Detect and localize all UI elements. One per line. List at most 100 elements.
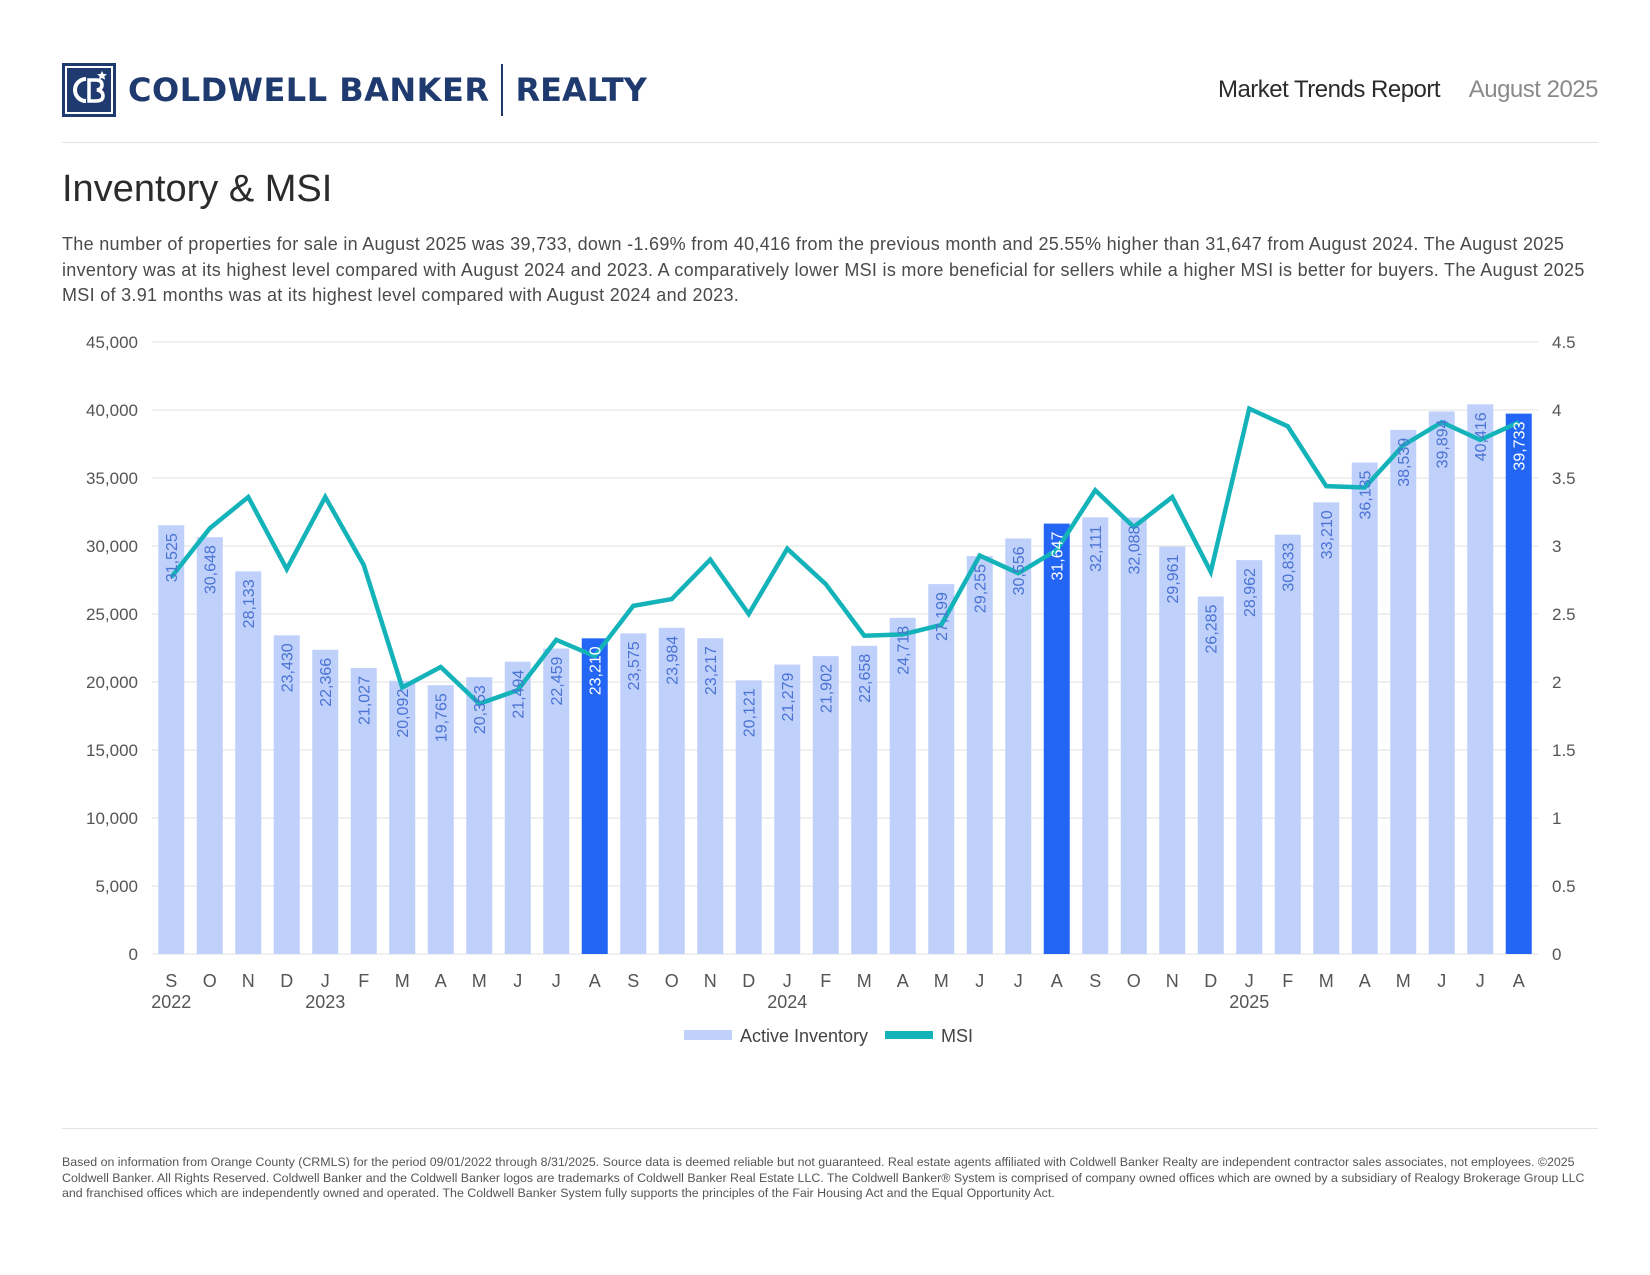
y-left-tick-label: 35,000 (86, 469, 138, 488)
inventory-bar (1274, 534, 1301, 954)
bar-value-label: 39,894 (1435, 419, 1452, 468)
bar-value-label: 30,648 (203, 545, 220, 594)
x-tick-label: S (165, 971, 177, 991)
x-tick-label: J (1245, 971, 1254, 991)
bar-value-label: 20,092 (395, 689, 412, 738)
bar-value-label: 32,111 (1088, 525, 1105, 572)
y-left-tick-label: 0 (129, 945, 138, 964)
report-info: Market Trends Report August 2025 (1218, 76, 1599, 104)
bar-value-label: 21,902 (819, 664, 836, 713)
inventory-bar (658, 627, 685, 954)
brand-name: COLDWELL BANKER (128, 71, 490, 109)
inventory-bar (543, 648, 570, 954)
brand-subname: REALTY (515, 71, 647, 109)
bar-value-label: 28,133 (241, 579, 258, 628)
inventory-bar (889, 617, 916, 954)
bar-value-label: 29,961 (1165, 554, 1182, 603)
x-tick-label: A (1513, 971, 1525, 991)
legend-label-inventory: Active Inventory (740, 1026, 868, 1046)
y-left-tick-label: 45,000 (86, 333, 138, 352)
bar-value-label: 22,366 (318, 658, 335, 707)
x-tick-label: J (321, 971, 330, 991)
inventory-bar (1313, 502, 1340, 954)
x-tick-label: O (665, 971, 679, 991)
x-tick-label: A (1051, 971, 1063, 991)
inventory-bar (1197, 596, 1224, 954)
inventory-bar (1505, 413, 1532, 954)
x-tick-label: D (280, 971, 293, 991)
y-right-tick-label: 0 (1552, 945, 1561, 964)
bar-value-label: 23,210 (588, 646, 605, 695)
y-left-tick-label: 30,000 (86, 537, 138, 556)
bar-value-label: 23,575 (626, 641, 643, 690)
inventory-bar (1159, 546, 1186, 954)
x-tick-label: A (1359, 971, 1371, 991)
x-year-label: 2023 (305, 992, 345, 1012)
bar-value-label: 32,088 (1127, 526, 1144, 575)
inventory-bar (1390, 429, 1417, 954)
bar-value-label: 19,765 (434, 693, 451, 742)
inventory-bar (389, 680, 416, 954)
y-left-tick-label: 10,000 (86, 809, 138, 828)
bar-value-label: 39,733 (1512, 422, 1529, 471)
x-tick-label: M (1319, 971, 1334, 991)
bar-value-label: 24,718 (896, 626, 913, 675)
x-tick-label: J (783, 971, 792, 991)
x-tick-label: O (203, 971, 217, 991)
brand-divider (501, 64, 504, 116)
bar-value-label: 22,459 (549, 656, 566, 705)
inventory-bar (697, 638, 724, 954)
inventory-bar (1043, 523, 1070, 954)
x-tick-label: F (358, 971, 369, 991)
header-divider (62, 142, 1598, 143)
inventory-bar (1120, 517, 1147, 954)
inventory-bar (774, 664, 801, 954)
x-tick-label: N (704, 971, 717, 991)
bar-value-label: 21,494 (511, 670, 528, 719)
x-tick-label: J (513, 971, 522, 991)
bar-value-label: 29,255 (973, 564, 990, 613)
bar-value-label: 20,353 (472, 685, 489, 734)
x-year-label: 2025 (1229, 992, 1269, 1012)
bar-value-label: 30,556 (1011, 546, 1028, 595)
inventory-bar (350, 668, 377, 954)
cb-monogram-icon (62, 63, 116, 117)
inventory-bar (235, 571, 262, 954)
inventory-bar (812, 656, 839, 954)
bar-value-label: 38,539 (1396, 438, 1413, 487)
inventory-bar (196, 537, 223, 954)
x-tick-label: A (897, 971, 909, 991)
x-tick-label: M (472, 971, 487, 991)
y-right-tick-label: 2.5 (1552, 605, 1576, 624)
inventory-bar (966, 556, 993, 954)
y-left-tick-label: 5,000 (95, 877, 138, 896)
bar-value-label: 23,217 (703, 646, 720, 695)
y-left-tick-label: 40,000 (86, 401, 138, 420)
y-right-tick-label: 1 (1552, 809, 1561, 828)
x-tick-label: J (1437, 971, 1446, 991)
inventory-bar (427, 685, 454, 954)
bar-value-label: 36,135 (1358, 470, 1375, 519)
bar-value-label: 26,285 (1204, 604, 1221, 653)
x-tick-label: A (435, 971, 447, 991)
y-left-tick-label: 15,000 (86, 741, 138, 760)
x-tick-label: N (242, 971, 255, 991)
x-year-label: 2024 (767, 992, 807, 1012)
x-tick-label: M (395, 971, 410, 991)
x-tick-label: S (627, 971, 639, 991)
inventory-bar (273, 635, 300, 954)
legend-label-msi: MSI (941, 1026, 973, 1046)
x-tick-label: M (857, 971, 872, 991)
report-date: August 2025 (1468, 76, 1599, 103)
bar-value-label: 22,658 (857, 654, 874, 703)
inventory-bar (581, 638, 608, 954)
x-tick-label: J (975, 971, 984, 991)
bar-value-label: 27,199 (934, 592, 951, 641)
inventory-bar (1467, 404, 1494, 954)
bar-value-label: 31,525 (164, 533, 181, 582)
bar-value-label: 23,984 (665, 636, 682, 685)
x-tick-label: M (1396, 971, 1411, 991)
bar-value-label: 33,210 (1319, 510, 1336, 559)
x-tick-label: J (1476, 971, 1485, 991)
y-right-tick-label: 1.5 (1552, 741, 1576, 760)
